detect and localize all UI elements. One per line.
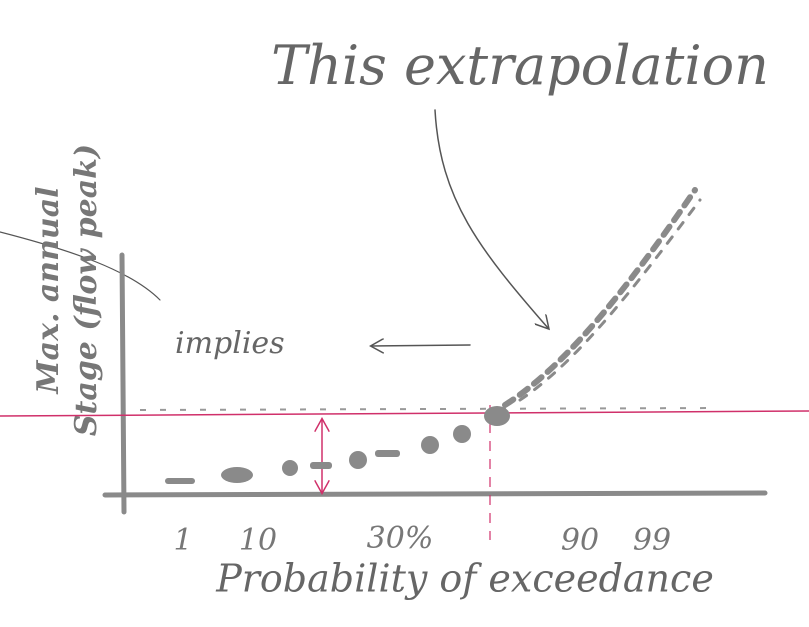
point [165,478,195,484]
annotation-arrow [372,345,470,346]
extrapolation [505,190,695,405]
x-ticks: 1 10 30% 90 99 [173,521,671,558]
point [310,462,332,469]
x-tick-label: 90 [561,523,599,558]
x-tick-label: 10 [239,523,277,558]
sketch: This extrapolation implies Max. annual S… [0,0,809,627]
point [282,460,298,476]
dotted-line [140,408,720,410]
point [421,436,439,454]
point [349,451,367,469]
point [375,450,400,457]
point [484,406,510,426]
title-arrow [435,110,548,328]
point [221,467,253,483]
x-tick-label: 30% [367,521,434,556]
y-axis [122,255,124,512]
annotation: implies [175,326,285,361]
x-label: Probability of exceedance [215,557,714,601]
y-label-2: Stage (flow peak) [69,144,104,436]
observed-points [165,406,510,484]
y-label-line: Max. annual [31,186,66,394]
y-label-1: Max. annual [31,186,66,394]
x-tick-label: 1 [173,523,192,558]
title: This extrapolation [271,34,769,97]
point [453,425,471,443]
x-axis [105,493,765,495]
x-tick-label: 99 [633,523,671,558]
y-label-line: Stage (flow peak) [69,144,104,436]
